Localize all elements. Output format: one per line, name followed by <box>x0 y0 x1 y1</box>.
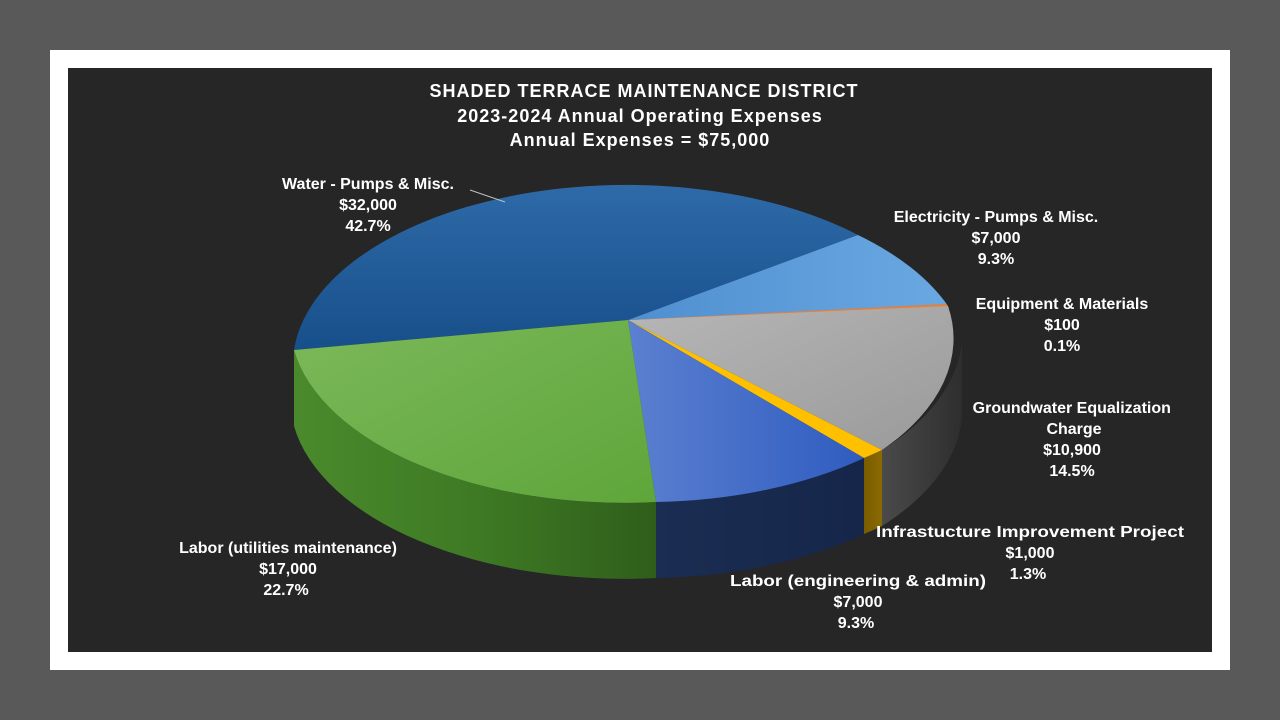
label-labor-engineering-value: $7,000 <box>834 594 883 611</box>
label-electricity-value: $7,000 <box>972 230 1021 247</box>
label-labor-utilities-percent: 22.7% <box>263 582 308 599</box>
label-labor-engineering-name: Labor (engineering & admin) <box>730 573 986 590</box>
label-groundwater-percent: 14.5% <box>1049 463 1094 480</box>
label-equipment-value: $100 <box>1044 317 1080 334</box>
label-labor-utilities-value: $17,000 <box>259 561 317 578</box>
label-water: Water - Pumps & Misc. $32,000 42.7% <box>282 176 454 235</box>
label-electricity: Electricity - Pumps & Misc. $7,000 9.3% <box>894 209 1099 268</box>
label-labor-utilities-name: Labor (utilities maintenance) <box>179 540 397 557</box>
slice-infrastructure <box>628 320 882 458</box>
label-labor-engineering-percent: 9.3% <box>838 615 874 632</box>
slice-side-labor-engineering <box>656 458 864 578</box>
label-electricity-name: Electricity - Pumps & Misc. <box>894 209 1099 226</box>
slice-labor-utilities <box>294 320 656 503</box>
label-groundwater-value: $10,900 <box>1043 442 1101 459</box>
chart-title-line-1: SHADED TERRACE MAINTENANCE DISTRICT <box>429 81 858 101</box>
chart-title-line-2: 2023-2024 Annual Operating Expenses <box>457 106 822 126</box>
label-infrastructure-value: $1,000 <box>1006 545 1055 562</box>
label-water-name: Water - Pumps & Misc. <box>282 176 454 193</box>
label-groundwater-name-line-1: Groundwater Equalization <box>973 400 1171 417</box>
slice-electricity <box>628 235 948 320</box>
label-groundwater-name-line-2: Charge <box>1046 421 1101 438</box>
label-labor-utilities: Labor (utilities maintenance) $17,000 22… <box>179 540 397 599</box>
label-infrastructure: Infrastucture Improvement Project $1,000… <box>876 524 1185 583</box>
label-groundwater-name: Groundwater Equalization Charge <box>973 400 1176 438</box>
slice-equipment <box>628 304 949 320</box>
label-infrastructure-name: Infrastucture Improvement Project <box>876 524 1185 541</box>
label-electricity-percent: 9.3% <box>978 251 1014 268</box>
slice-water <box>294 184 858 350</box>
slice-side-labor-utilities <box>294 350 656 579</box>
label-equipment-percent: 0.1% <box>1044 338 1080 355</box>
label-water-percent: 42.7% <box>345 218 390 235</box>
label-equipment-name: Equipment & Materials <box>976 296 1149 313</box>
slice-groundwater <box>628 306 954 450</box>
chart-title-line-3: Annual Expenses = $75,000 <box>510 130 771 150</box>
label-labor-engineering: Labor (engineering & admin) $7,000 9.3% <box>730 573 986 632</box>
label-groundwater: Groundwater Equalization Charge $10,900 … <box>973 400 1176 480</box>
slice-side-infrastructure <box>864 450 882 534</box>
slice-labor-engineering <box>628 320 864 502</box>
leader-line-water <box>469 189 506 203</box>
label-infrastructure-percent: 1.3% <box>1010 566 1046 583</box>
label-water-value: $32,000 <box>339 197 397 214</box>
slice-side-groundwater <box>882 340 962 526</box>
label-equipment: Equipment & Materials $100 0.1% <box>976 296 1149 355</box>
